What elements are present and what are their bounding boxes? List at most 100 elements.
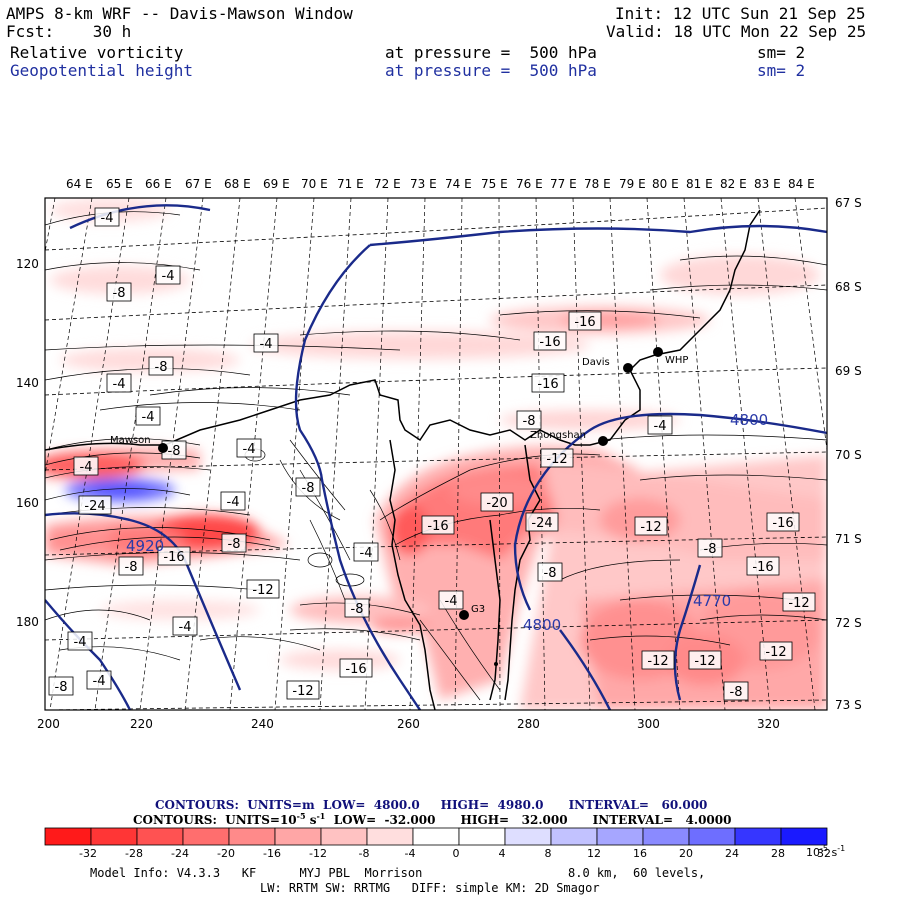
vort-label: -4 [654,419,667,434]
lat-label: 67 S [835,196,862,210]
colorbar-label: 8 [545,847,552,860]
vort-label: -20 [486,496,507,511]
field2-smoothing: sm= 2 [757,61,806,80]
vort-label-box [67,631,93,651]
vort-label-box [421,515,455,535]
vort-label-box [236,438,262,458]
lat-label: 73 S [835,698,862,712]
lat-label: 68 S [835,280,862,294]
vort-label-box [531,373,565,393]
lon-label: 76 E [516,177,543,191]
vort-label: -4 [93,674,106,689]
whp-marker [653,347,663,357]
x-tick: 200 [37,717,60,731]
vorticity-contours [45,211,827,701]
vort-label-box [135,406,161,426]
vort-label: -4 [74,635,87,650]
vort-label-box [106,373,132,393]
vort-label-box [353,542,379,562]
colorbar-swatch [596,827,644,846]
vort-label: -12 [252,583,273,598]
lat-label: 69 S [835,364,862,378]
vort-label: -8 [155,360,168,375]
field1-pressure: at pressure = 500 hPa [385,43,597,62]
lon-label: 83 E [754,177,781,191]
vort-label: -16 [163,550,184,565]
station-label-whp: WHP [665,355,688,366]
vort-label-box [537,562,563,582]
longitude-labels: 64 E 65 E 66 E 67 E 68 E 69 E 70 E 71 E … [66,177,815,191]
vort-label: -8 [704,542,717,557]
colorbar-swatch [320,827,368,846]
vort-label: -24 [531,516,552,531]
colorbar-swatch [136,827,184,846]
vort-label-box [118,556,144,576]
lon-label: 74 E [445,177,472,191]
x-tick: 260 [397,717,420,731]
vort-label: -8 [125,560,138,575]
height-label: 4800 [730,411,768,429]
vort-label: -4 [142,410,155,425]
colorbar-label: 0 [453,847,460,860]
colorbar-swatch [44,827,92,846]
vort-label: -4 [101,211,114,226]
vort-label: -16 [574,315,595,330]
y-tick: 160 [16,496,39,510]
vort-label-box [73,456,99,476]
zhongshan-marker [598,436,608,446]
vort-label: -16 [345,662,366,677]
vort-label-box [540,448,574,468]
stations: Mawson Davis WHP Zhongshan G3 [110,347,688,666]
station-label-mawson: Mawson [110,435,151,446]
vort-label-box [155,265,181,285]
vort-label: -4 [445,594,458,609]
vort-label-box [782,592,816,612]
vort-label: -4 [260,337,273,352]
colorbar-label: 4 [499,847,506,860]
lon-label: 69 E [263,177,290,191]
x-tick: 240 [251,717,274,731]
vort-label: -16 [427,519,448,534]
vort-label-box [516,410,542,430]
x-tick: 280 [517,717,540,731]
latitude-labels: 67 S 68 S 69 S 70 S 71 S 72 S 73 S [835,196,862,712]
colorbar-label: 12 [587,847,601,860]
vort-label-box [634,516,668,536]
vort-label: -16 [539,335,560,350]
vort-label-box [148,356,174,376]
vort-label-box [339,658,373,678]
lat-label: 72 S [835,616,862,630]
lon-label: 66 E [145,177,172,191]
vorticity-contour-info: CONTOURS: UNITS=10-5 s-1 LOW= -32.000 HI… [133,811,732,827]
lon-label: 70 E [301,177,328,191]
vort-label: -4 [243,442,256,457]
colorbar-label: 28 [771,847,785,860]
vort-label-box [295,477,321,497]
vort-label-box [221,533,247,553]
vort-label-box [568,311,602,331]
height-labels: 4920 4800 4800 4770 [126,411,768,634]
init-time: Init: 12 UTC Sun 21 Sep 25 [615,4,866,23]
colorbar-label: 32 [817,847,831,860]
vort-label-box [253,333,279,353]
model-physics: LW: RRTM SW: RRTMG DIFF: simple KM: 2D S… [260,881,600,895]
y-tick: 180 [16,615,39,629]
vort-label-box [697,538,723,558]
vort-label-box [246,579,280,599]
lon-label: 75 E [481,177,508,191]
y-tick: 120 [16,257,39,271]
lon-label: 73 E [410,177,437,191]
map-frame [44,197,828,711]
colorbar-swatch [90,827,138,846]
davis-marker [623,363,633,373]
vort-label-box [157,546,191,566]
g3-marker [459,610,469,620]
vort-label: -16 [752,560,773,575]
lat-label: 71 S [835,532,862,546]
colorbar: -32 -28 -24 -20 -16 -12 -8 -4 0 4 8 12 16 20 24 28 32 [44,827,831,860]
vort-label-box [78,495,112,515]
colorbar-swatch [366,827,414,846]
vort-label-box [438,590,464,610]
vort-label: -8 [730,685,743,700]
mawson-marker [158,443,168,453]
